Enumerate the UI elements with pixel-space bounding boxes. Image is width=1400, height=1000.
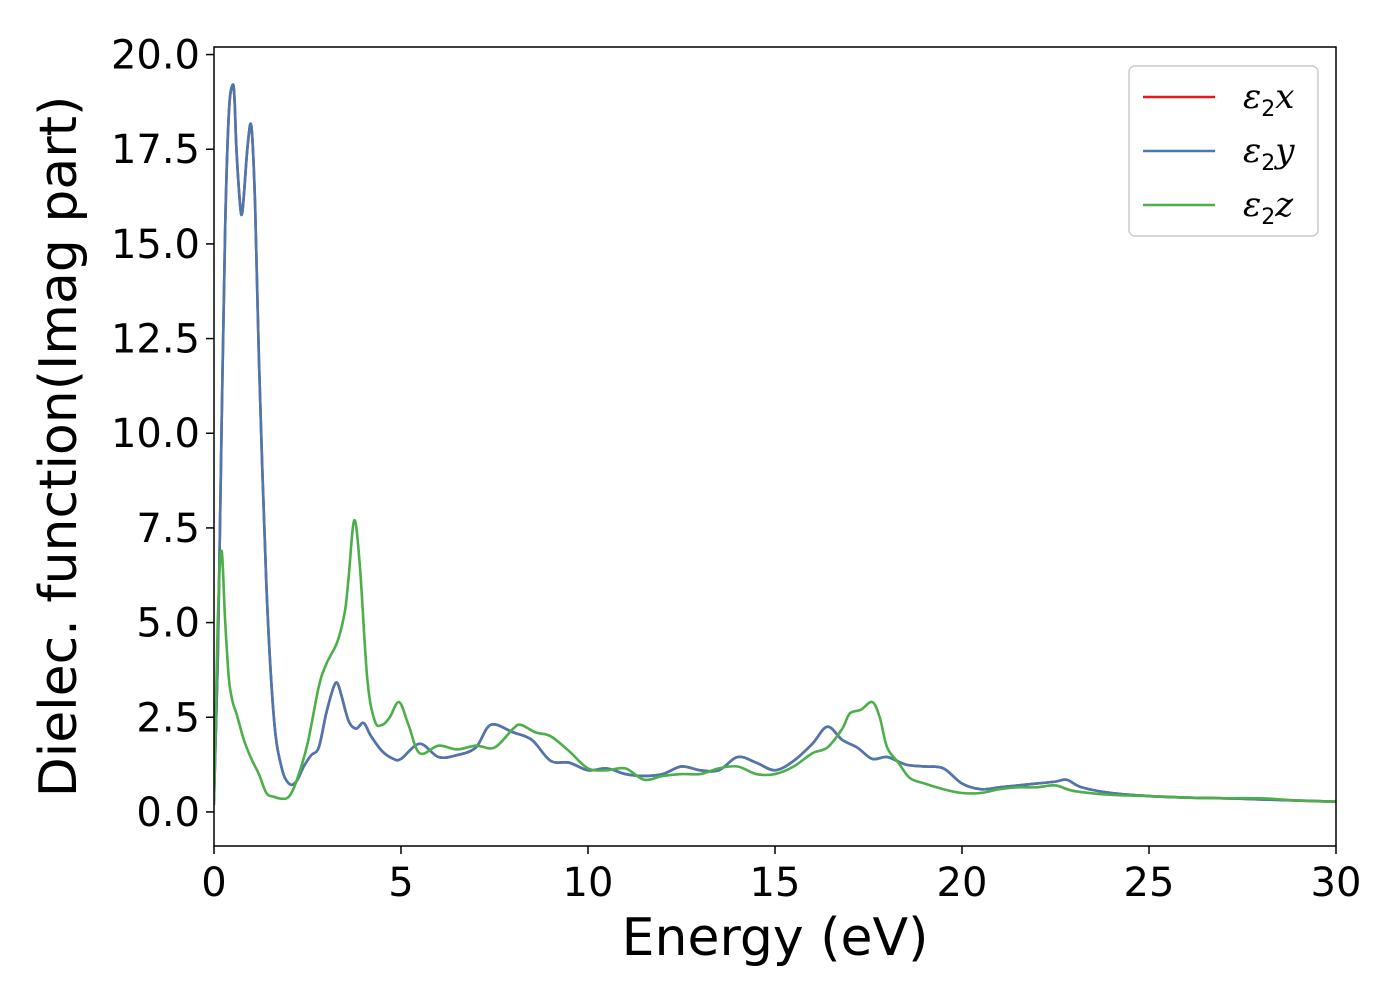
y-tick-label: 12.5 (111, 317, 200, 363)
legend-subscript: 2 (1261, 97, 1275, 122)
y-tick-label: 15.0 (111, 222, 200, 268)
x-tick-label: 30 (1311, 860, 1362, 906)
series-layer (214, 83, 1336, 806)
y-axis-label: Dielec. function(Imag part) (29, 96, 89, 798)
y-axis: 0.0 2.5 5.0 7.5 10.0 12.5 15.0 17.5 20.0 (111, 33, 214, 836)
y-tick-label: 5.0 (136, 601, 200, 647)
x-tick-label: 20 (937, 860, 988, 906)
series-line-3 (214, 519, 1336, 806)
legend-component: y (1273, 131, 1295, 171)
legend-subscript: 2 (1261, 205, 1275, 230)
x-axis: 0 5 10 15 20 25 30 (201, 846, 1361, 906)
legend-entry: ε2x (1243, 77, 1294, 122)
y-tick-label: 20.0 (111, 33, 200, 79)
legend-symbol: ε (1243, 77, 1261, 117)
series-line-2 (214, 83, 1336, 803)
y-tick-label: 7.5 (136, 506, 200, 552)
y-tick-label: 2.5 (136, 695, 200, 741)
y-tick-label: 10.0 (111, 411, 200, 457)
x-tick-label: 0 (201, 860, 226, 906)
legend-symbol: ε (1243, 131, 1261, 171)
x-tick-label: 5 (388, 860, 413, 906)
legend-entry: ε2y (1243, 131, 1295, 176)
y-tick-label: 17.5 (111, 127, 200, 173)
x-axis-label: Energy (eV) (622, 908, 929, 968)
y-tick-label: 0.0 (136, 790, 200, 836)
legend-component: z (1274, 185, 1294, 225)
legend-subscript: 2 (1261, 151, 1275, 176)
legend-symbol: ε (1243, 185, 1261, 225)
legend-entry: ε2z (1243, 185, 1294, 230)
legend-box (1128, 65, 1319, 237)
legend-component: x (1275, 77, 1294, 117)
x-tick-label: 10 (563, 860, 614, 906)
x-tick-label: 15 (750, 860, 801, 906)
x-tick-label: 25 (1124, 860, 1175, 906)
